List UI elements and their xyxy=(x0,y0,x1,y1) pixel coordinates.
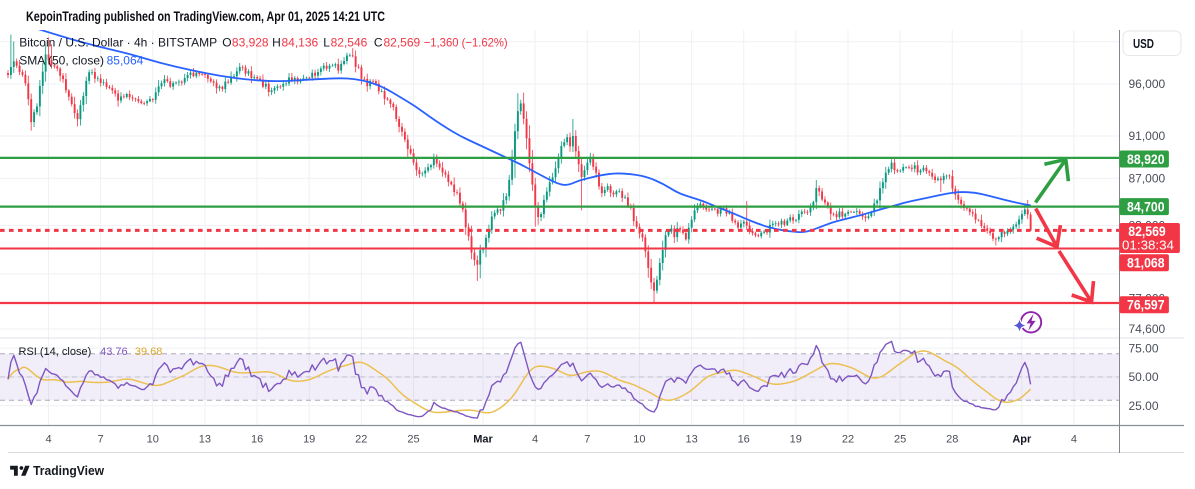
svg-text:74,600: 74,600 xyxy=(1129,322,1166,336)
svg-text:7: 7 xyxy=(98,434,104,446)
svg-text:81,068: 81,068 xyxy=(1127,256,1165,271)
svg-text:84,136: 84,136 xyxy=(282,36,319,50)
svg-text:4: 4 xyxy=(532,434,538,446)
svg-text:39.68: 39.68 xyxy=(135,346,163,358)
svg-text:22: 22 xyxy=(842,434,854,446)
svg-text:25.00: 25.00 xyxy=(1129,399,1159,413)
svg-text:50.00: 50.00 xyxy=(1129,370,1159,384)
svg-text:83,928: 83,928 xyxy=(232,36,269,50)
svg-text:O: O xyxy=(222,36,231,50)
svg-text:7: 7 xyxy=(584,434,590,446)
svg-text:19: 19 xyxy=(303,434,315,446)
svg-text:87,000: 87,000 xyxy=(1129,172,1166,186)
svg-text:22: 22 xyxy=(355,434,367,446)
svg-text:43.76: 43.76 xyxy=(100,346,128,358)
svg-text:C: C xyxy=(374,36,383,50)
svg-text:28: 28 xyxy=(946,434,958,446)
svg-text:4: 4 xyxy=(45,434,51,446)
svg-text:85,064: 85,064 xyxy=(107,54,144,68)
svg-text:19: 19 xyxy=(790,434,802,446)
svg-text:Bitcoin / U.S. Dollar · 4h · B: Bitcoin / U.S. Dollar · 4h · BITSTAMP xyxy=(19,36,217,50)
svg-text:75.00: 75.00 xyxy=(1129,341,1159,355)
svg-text:82,569: 82,569 xyxy=(1128,224,1166,239)
svg-text:16: 16 xyxy=(738,434,750,446)
svg-text:RSI (14, close): RSI (14, close) xyxy=(19,346,92,358)
svg-text:10: 10 xyxy=(147,434,159,446)
svg-text:25: 25 xyxy=(894,434,906,446)
svg-text:SMA (50, close): SMA (50, close) xyxy=(19,54,104,68)
svg-text:10: 10 xyxy=(633,434,645,446)
svg-text:KepoinTrading published on Tra: KepoinTrading published on TradingView.c… xyxy=(26,8,385,24)
svg-text:88,920: 88,920 xyxy=(1127,152,1165,167)
svg-text:4: 4 xyxy=(1071,434,1077,446)
svg-text:82,569: 82,569 xyxy=(384,36,421,50)
svg-text:TradingView: TradingView xyxy=(33,463,105,478)
svg-text:16: 16 xyxy=(251,434,263,446)
svg-text:Apr: Apr xyxy=(1012,434,1032,446)
svg-text:L: L xyxy=(323,36,330,50)
svg-text:25: 25 xyxy=(407,434,419,446)
svg-text:91,000: 91,000 xyxy=(1129,129,1166,143)
svg-text:H: H xyxy=(272,36,281,50)
svg-text:Mar: Mar xyxy=(473,434,493,446)
svg-text:13: 13 xyxy=(199,434,211,446)
svg-text:76,597: 76,597 xyxy=(1127,298,1165,313)
svg-text:13: 13 xyxy=(685,434,697,446)
svg-text:96,000: 96,000 xyxy=(1129,77,1166,91)
svg-text:01:38:34: 01:38:34 xyxy=(1122,238,1174,253)
svg-text:USD: USD xyxy=(1133,37,1154,51)
svg-text:82,546: 82,546 xyxy=(331,36,368,50)
svg-text:−1,360 (−1.62%): −1,360 (−1.62%) xyxy=(424,36,508,50)
svg-text:84,700: 84,700 xyxy=(1127,199,1165,214)
